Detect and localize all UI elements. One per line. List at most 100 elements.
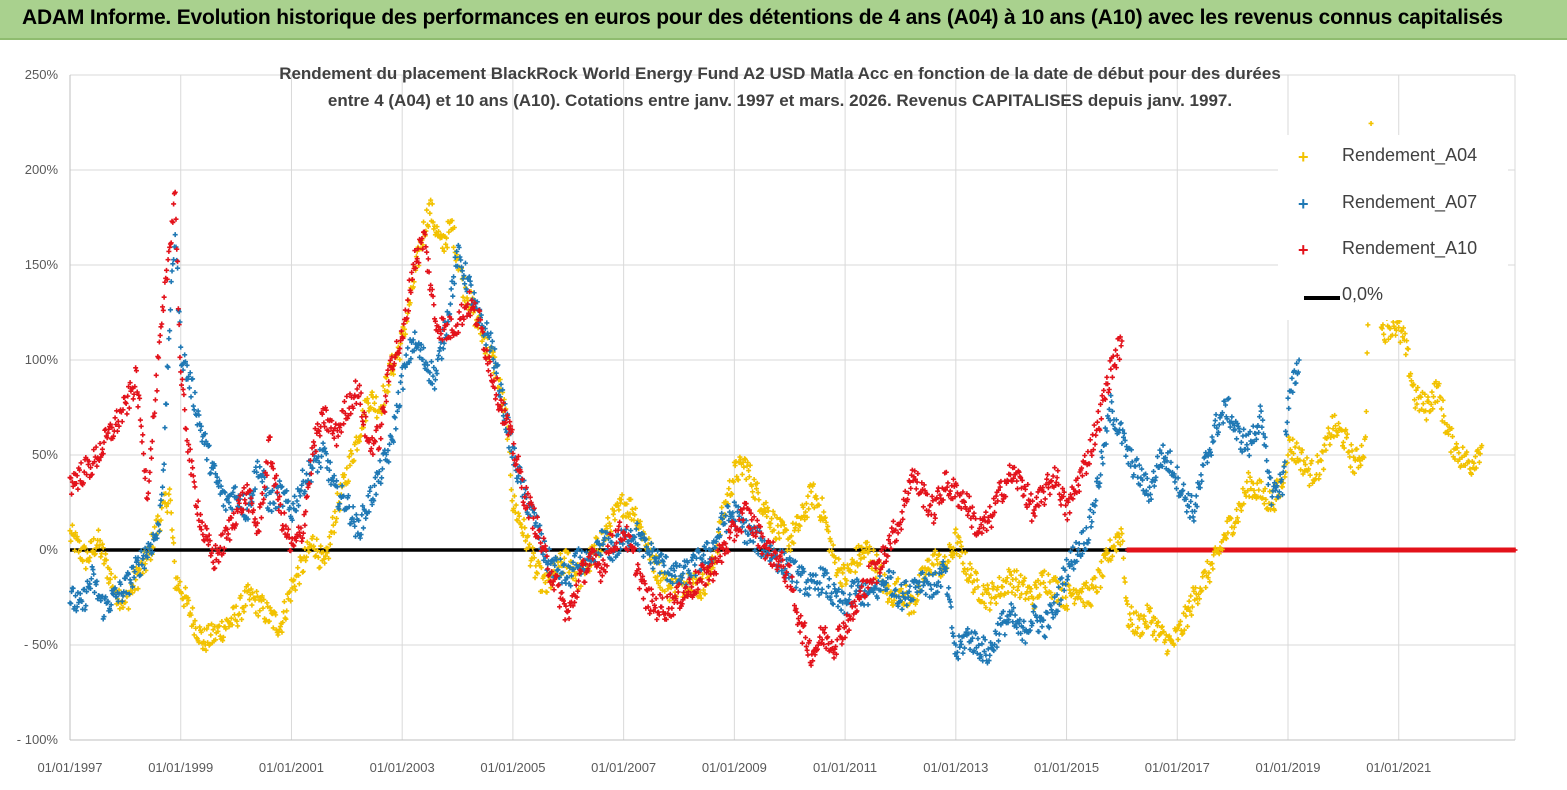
data-point-a07 (1046, 625, 1052, 631)
data-point-a10 (751, 514, 757, 520)
data-point-a04 (163, 503, 169, 509)
data-point-a10 (669, 605, 675, 611)
data-point-a10 (707, 563, 713, 569)
data-point-a10 (650, 592, 656, 598)
data-point-a10 (929, 493, 935, 499)
data-point-a10 (323, 407, 329, 413)
data-point-a04 (201, 639, 207, 645)
data-point-a10 (1025, 482, 1031, 488)
data-point-a04 (1317, 472, 1323, 478)
data-point-a04 (1422, 391, 1428, 397)
data-point-a10 (605, 543, 611, 549)
data-point-a04 (1256, 487, 1262, 493)
data-point-a10 (924, 491, 930, 497)
data-point-a10 (119, 419, 125, 425)
data-point-a04 (591, 542, 597, 548)
data-point-a07 (1197, 485, 1203, 491)
data-point-a10 (347, 391, 353, 397)
data-point-a04 (239, 616, 245, 622)
data-point-a04 (566, 569, 572, 575)
data-point-a07 (995, 621, 1001, 627)
data-point-a10 (148, 455, 154, 461)
data-point-a07 (599, 528, 605, 534)
data-point-a07 (122, 575, 128, 581)
data-point-a07 (141, 565, 147, 571)
data-point-a07 (1244, 442, 1250, 448)
data-point-a10 (322, 424, 328, 430)
data-point-a07 (220, 503, 226, 509)
data-point-a04 (837, 580, 843, 586)
data-point-a04 (1014, 568, 1020, 574)
data-point-a04 (1404, 338, 1410, 344)
data-point-a10 (173, 216, 179, 222)
data-point-a07 (1209, 434, 1215, 440)
data-point-a10 (899, 509, 905, 515)
data-point-a04 (1330, 426, 1336, 432)
data-point-a10 (125, 393, 131, 399)
data-point-a04 (287, 589, 293, 595)
data-point-a07 (1199, 478, 1205, 484)
data-point-a07 (1022, 640, 1028, 646)
data-point-a04 (92, 551, 98, 557)
data-point-a07 (1296, 357, 1302, 363)
data-point-a10 (217, 544, 223, 550)
data-point-a10 (157, 332, 163, 338)
data-point-a07 (478, 312, 484, 318)
data-point-a07 (1216, 422, 1222, 428)
data-point-a04 (421, 219, 427, 225)
data-point-a04 (772, 512, 778, 518)
data-point-a04 (1368, 120, 1374, 126)
data-point-a10 (747, 526, 753, 532)
data-point-a10 (130, 396, 136, 402)
data-point-a07 (369, 502, 375, 508)
data-point-a10 (140, 432, 146, 438)
data-point-a10 (635, 561, 641, 567)
data-point-a10 (943, 487, 949, 493)
data-point-a07 (87, 581, 93, 587)
data-point-a07 (375, 471, 381, 477)
data-point-a10 (104, 435, 110, 441)
data-point-a07 (145, 554, 151, 560)
data-point-a10 (141, 451, 147, 457)
data-point-a10 (590, 556, 596, 562)
data-point-a04 (314, 536, 320, 542)
data-point-a04 (1139, 630, 1145, 636)
data-point-a04 (1183, 613, 1189, 619)
data-point-a07 (828, 597, 834, 603)
data-point-a07 (1234, 436, 1240, 442)
data-point-a07 (991, 648, 997, 654)
data-point-a07 (1049, 610, 1055, 616)
data-point-a10 (1052, 465, 1058, 471)
data-point-a04 (255, 613, 261, 619)
data-point-a04 (989, 580, 995, 586)
data-point-a10 (262, 470, 268, 476)
data-point-a04 (1121, 555, 1126, 561)
data-point-a07 (74, 604, 80, 610)
data-point-a07 (708, 547, 714, 553)
data-point-a10 (1045, 472, 1051, 478)
data-point-a10 (537, 527, 543, 533)
data-point-a10 (152, 410, 158, 416)
data-point-a10 (456, 309, 462, 315)
data-point-a10 (172, 189, 178, 195)
data-point-a04 (985, 586, 991, 592)
data-point-a10 (312, 426, 318, 432)
data-point-a10 (247, 488, 253, 494)
data-point-a10 (580, 562, 586, 568)
data-point-a04 (988, 600, 994, 606)
data-point-a07 (1080, 528, 1086, 534)
data-point-a07 (953, 642, 959, 648)
data-point-a10 (799, 640, 805, 646)
data-point-a10 (397, 346, 403, 352)
data-point-a07 (1108, 393, 1114, 399)
data-point-a07 (579, 548, 585, 554)
data-point-a10 (852, 603, 858, 609)
data-point-a04 (1260, 495, 1266, 501)
data-point-a10 (659, 604, 665, 610)
data-point-a04 (1107, 537, 1113, 543)
data-point-a10 (471, 307, 477, 313)
data-point-a10 (239, 510, 245, 516)
data-point-a04 (261, 597, 267, 603)
data-point-a10 (182, 407, 188, 413)
data-point-a04 (1230, 530, 1236, 536)
